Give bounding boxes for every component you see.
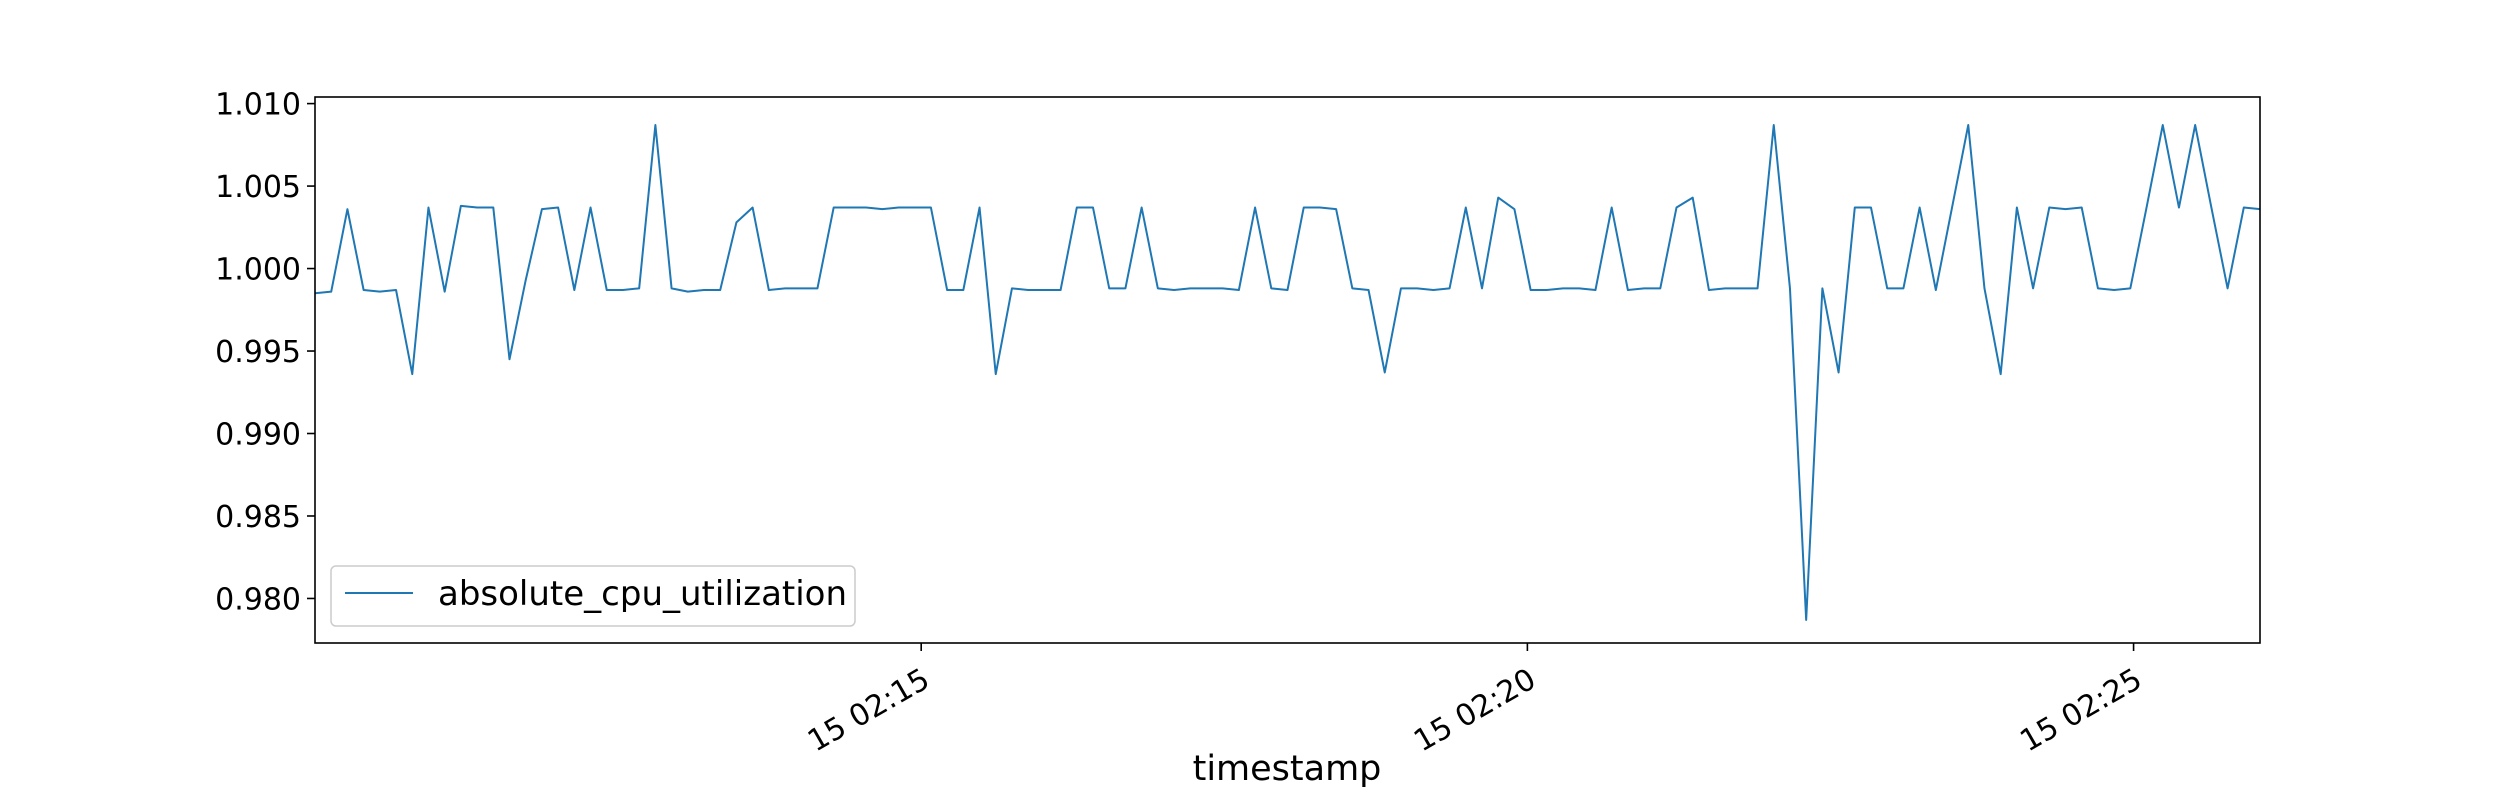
y-tick-label: 0.985 — [215, 500, 301, 535]
legend: absolute_cpu_utilization — [330, 565, 856, 627]
legend-label: absolute_cpu_utilization — [438, 574, 847, 614]
y-axis-ticks: 0.980 0.985 0.990 0.995 1.000 1.005 1.010 — [215, 88, 315, 617]
y-tick-label: 1.005 — [215, 170, 301, 205]
axes-frame — [314, 96, 2261, 644]
y-tick-label: 1.010 — [215, 88, 301, 123]
y-tick-label: 0.995 — [215, 335, 301, 370]
legend-box — [330, 565, 856, 627]
y-tick-label: 0.990 — [215, 418, 301, 453]
y-tick-label: 0.980 — [215, 582, 301, 617]
y-tick-label: 1.000 — [215, 253, 301, 288]
plot-area — [314, 124, 2261, 621]
x-axis-title: timestamp — [1193, 749, 1382, 789]
series-line-0 — [314, 124, 2261, 621]
